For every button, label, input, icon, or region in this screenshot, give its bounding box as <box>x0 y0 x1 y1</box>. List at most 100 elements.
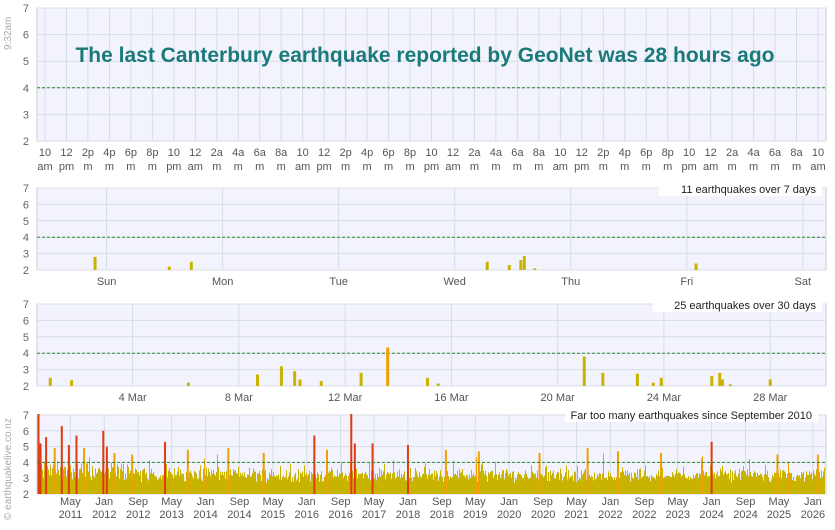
quake-bar <box>444 476 445 494</box>
quake-bar <box>647 476 648 494</box>
quake-bar <box>202 481 203 494</box>
quake-bar <box>366 473 367 494</box>
quake-bar <box>240 473 241 494</box>
quake-bar <box>754 471 755 494</box>
quake-bar <box>813 470 814 494</box>
quake-bar <box>801 472 802 494</box>
quake-bar <box>461 471 462 494</box>
quake-bar <box>631 472 632 494</box>
quake-bar <box>328 472 329 494</box>
quake-bar <box>63 469 64 494</box>
quake-bar <box>299 482 300 494</box>
quake-bar <box>99 467 100 494</box>
x-tick-label: 8p <box>404 147 416 159</box>
quake-bar <box>504 479 505 494</box>
x-tick-label: m <box>749 161 758 173</box>
quake-bar <box>214 474 215 494</box>
quake-bar <box>550 470 551 494</box>
quake-bar <box>79 469 80 494</box>
quake-bar <box>466 474 467 494</box>
y-tick-label: 2 <box>23 136 29 148</box>
quake-bar <box>124 479 125 494</box>
x-tick-label: 12 <box>60 147 72 159</box>
quake-bar <box>83 448 86 494</box>
quake-bar <box>554 478 555 494</box>
x-tick-label: am <box>445 161 460 173</box>
quake-bar <box>509 474 510 494</box>
x-tick-label: 2012 <box>126 509 150 521</box>
quake-bar <box>123 463 124 494</box>
quake-bar <box>245 477 246 494</box>
quake-bar <box>371 471 372 494</box>
quake-bar <box>389 473 390 494</box>
quake-bar <box>89 457 90 494</box>
quake-bar <box>646 476 647 494</box>
quake-bar <box>180 469 181 494</box>
x-tick-label: 4 Mar <box>119 392 147 404</box>
x-tick-label: 6a <box>254 147 267 159</box>
x-tick-label: pm <box>166 161 181 173</box>
quake-bar <box>489 473 490 494</box>
quake-bar <box>612 477 613 494</box>
quake-bar <box>756 476 757 494</box>
quake-bar <box>154 474 155 494</box>
count-label-bg <box>652 298 822 312</box>
quake-bar <box>190 470 191 494</box>
quake-bar <box>803 472 804 494</box>
quake-bar <box>340 473 341 494</box>
quake-bar <box>343 478 344 494</box>
x-tick-label: 8p <box>146 147 158 159</box>
quake-bar <box>177 471 178 494</box>
quake-bar <box>210 476 211 494</box>
quake-bar <box>791 473 792 494</box>
quake-bar <box>345 473 346 494</box>
quake-bar <box>502 470 503 494</box>
x-tick-label: May <box>667 496 688 508</box>
quake-bar <box>60 426 63 494</box>
quake-bar <box>773 477 774 494</box>
quake-bar <box>804 481 805 494</box>
quake-bar <box>270 474 271 494</box>
quake-bar <box>380 476 381 494</box>
quake-bar <box>733 479 734 494</box>
quake-bar <box>691 478 692 494</box>
quake-bar <box>481 464 482 494</box>
x-tick-label: pm <box>316 161 331 173</box>
quake-bar <box>385 479 386 494</box>
quake-bar <box>810 474 811 494</box>
quake-bar <box>621 472 622 494</box>
quake-bar <box>80 468 81 494</box>
since-2010-chart: 234567May2011Jan2012Sep2012May2013Jan201… <box>23 408 827 521</box>
quake-bar <box>782 470 783 494</box>
quake-bar <box>229 475 230 494</box>
quake-bar <box>534 474 535 494</box>
quake-bar <box>78 478 79 494</box>
quake-bar <box>651 382 655 386</box>
quake-bar <box>578 480 579 494</box>
quake-bar <box>524 474 525 494</box>
x-tick-label: m <box>642 161 651 173</box>
quake-bar <box>205 474 206 494</box>
quake-bar <box>563 477 564 494</box>
quake-bar <box>715 478 716 494</box>
quake-bar <box>218 467 219 494</box>
quake-bar <box>457 470 458 494</box>
x-tick-label: 2022 <box>632 509 656 521</box>
quake-bar <box>153 471 154 494</box>
quake-count-label: 11 earthquakes over 7 days <box>681 184 816 196</box>
quake-bar <box>557 472 558 494</box>
x-tick-label: m <box>770 161 779 173</box>
x-tick-label: Thu <box>561 276 580 288</box>
quake-bar <box>642 476 643 494</box>
quake-bar <box>56 473 57 494</box>
quake-bar <box>74 471 75 494</box>
quake-bar <box>553 470 554 494</box>
quake-bar <box>81 463 82 494</box>
quake-bar <box>763 480 764 494</box>
quake-bar <box>490 472 491 494</box>
quake-bar <box>544 475 545 494</box>
quake-bar <box>320 474 321 494</box>
quake-bar <box>486 475 487 494</box>
quake-bar <box>172 474 173 494</box>
quake-bar <box>143 469 144 494</box>
